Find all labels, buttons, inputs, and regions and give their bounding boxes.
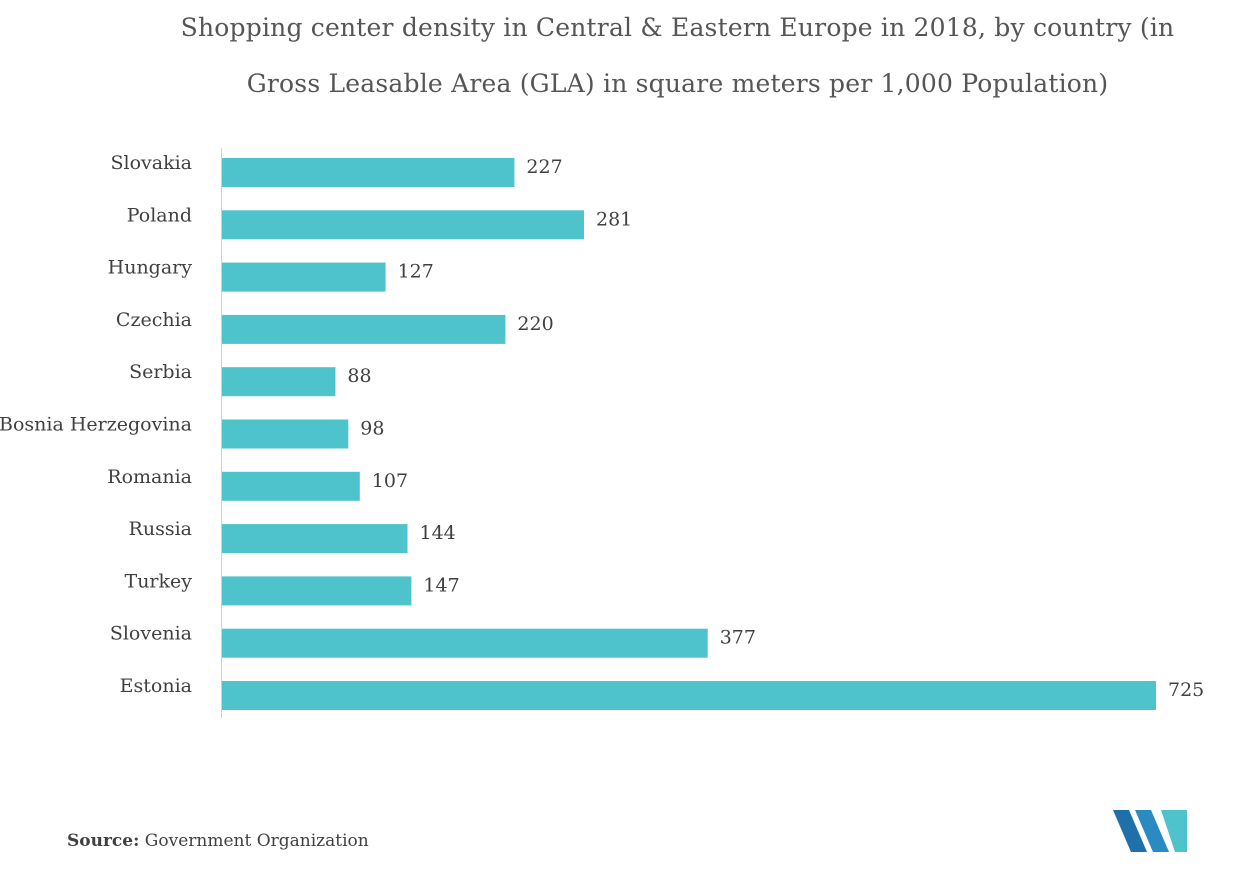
category-label: Russia xyxy=(129,518,192,540)
category-label: Turkey xyxy=(125,570,193,592)
data-label: 220 xyxy=(517,313,553,335)
data-label: 281 xyxy=(596,208,632,230)
category-label: Bosnia Herzegovina xyxy=(0,414,192,436)
category-label: Estonia xyxy=(120,675,192,697)
data-label: 107 xyxy=(372,470,408,492)
logo-right-shape xyxy=(1161,810,1187,852)
source-label: Source: xyxy=(67,831,140,851)
category-label: Czechia xyxy=(116,309,192,331)
bar-bosnia-herzegovina xyxy=(222,419,349,449)
data-label: 144 xyxy=(420,522,456,544)
data-label: 725 xyxy=(1168,679,1204,701)
chart-title: Shopping center density in Central & Eas… xyxy=(180,13,1175,98)
bar-russia xyxy=(222,524,408,554)
bar-turkey xyxy=(222,576,412,606)
data-label: 227 xyxy=(526,156,562,178)
data-label: 127 xyxy=(398,261,434,283)
bar-hungary xyxy=(222,262,386,292)
bar-slovakia xyxy=(222,158,515,187)
data-label: 377 xyxy=(720,627,756,649)
bar-estonia xyxy=(222,681,1156,710)
bar-serbia xyxy=(222,367,336,397)
category-label: Hungary xyxy=(108,257,193,279)
source-text: Government Organization xyxy=(144,831,369,851)
category-label: Slovakia xyxy=(110,152,192,174)
data-label: 98 xyxy=(360,418,384,440)
bars-group: Slovakia 227 Poland 281 Hungary 127 Czechia 220… xyxy=(0,152,1204,710)
bar-romania xyxy=(222,471,360,501)
logo-middle-shape xyxy=(1135,810,1169,852)
category-label: Slovenia xyxy=(110,623,192,645)
bar-czechia xyxy=(222,314,506,344)
bar-poland xyxy=(222,210,584,240)
category-label: Poland xyxy=(127,204,192,226)
category-label: Serbia xyxy=(129,361,192,383)
data-label: 147 xyxy=(423,574,459,596)
bar-slovenia xyxy=(222,628,708,658)
logo-left-shape xyxy=(1113,810,1147,852)
data-label: 88 xyxy=(347,365,371,387)
source-note: Source: Government Organization xyxy=(67,831,369,851)
category-label: Romania xyxy=(107,466,192,488)
mordor-intelligence-logo-icon xyxy=(1113,810,1187,852)
